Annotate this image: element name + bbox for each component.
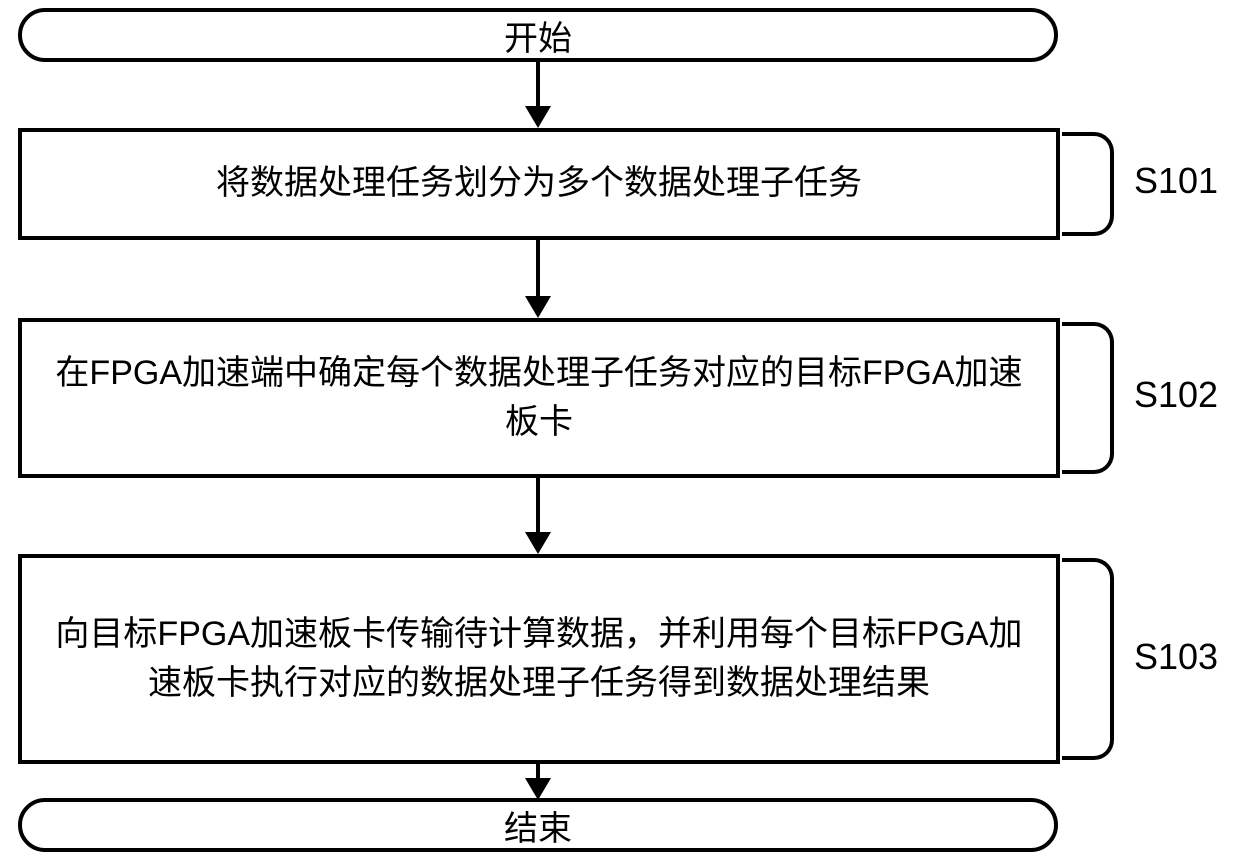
process-s101: 将数据处理任务划分为多个数据处理子任务 — [18, 128, 1060, 240]
flowchart-canvas: 开始 将数据处理任务划分为多个数据处理子任务 S101 在FPGA加速端中确定每… — [0, 0, 1240, 864]
arrow-2-head — [525, 296, 551, 318]
bracket-s103 — [1062, 558, 1114, 760]
end-terminator: 结束 — [18, 798, 1058, 852]
label-s102: S102 — [1134, 374, 1218, 416]
process-s103-text: 向目标FPGA加速板卡传输待计算数据，并利用每个目标FPGA加速板卡执行对应的数… — [52, 610, 1026, 709]
arrow-4-head — [525, 778, 551, 800]
process-s102-text: 在FPGA加速端中确定每个数据处理子任务对应的目标FPGA加速板卡 — [52, 349, 1026, 448]
arrow-3-head — [525, 532, 551, 554]
process-s102: 在FPGA加速端中确定每个数据处理子任务对应的目标FPGA加速板卡 — [18, 318, 1060, 478]
arrow-1-head — [525, 106, 551, 128]
start-label: 开始 — [504, 11, 572, 60]
arrow-1-line — [536, 62, 540, 108]
end-label: 结束 — [504, 801, 572, 850]
label-s101: S101 — [1134, 160, 1218, 202]
label-s103: S103 — [1134, 636, 1218, 678]
arrow-2-line — [536, 240, 540, 298]
process-s103: 向目标FPGA加速板卡传输待计算数据，并利用每个目标FPGA加速板卡执行对应的数… — [18, 554, 1060, 764]
process-s101-text: 将数据处理任务划分为多个数据处理子任务 — [216, 159, 862, 208]
bracket-s101 — [1062, 132, 1114, 236]
bracket-s102 — [1062, 322, 1114, 474]
arrow-3-line — [536, 478, 540, 534]
start-terminator: 开始 — [18, 8, 1058, 62]
